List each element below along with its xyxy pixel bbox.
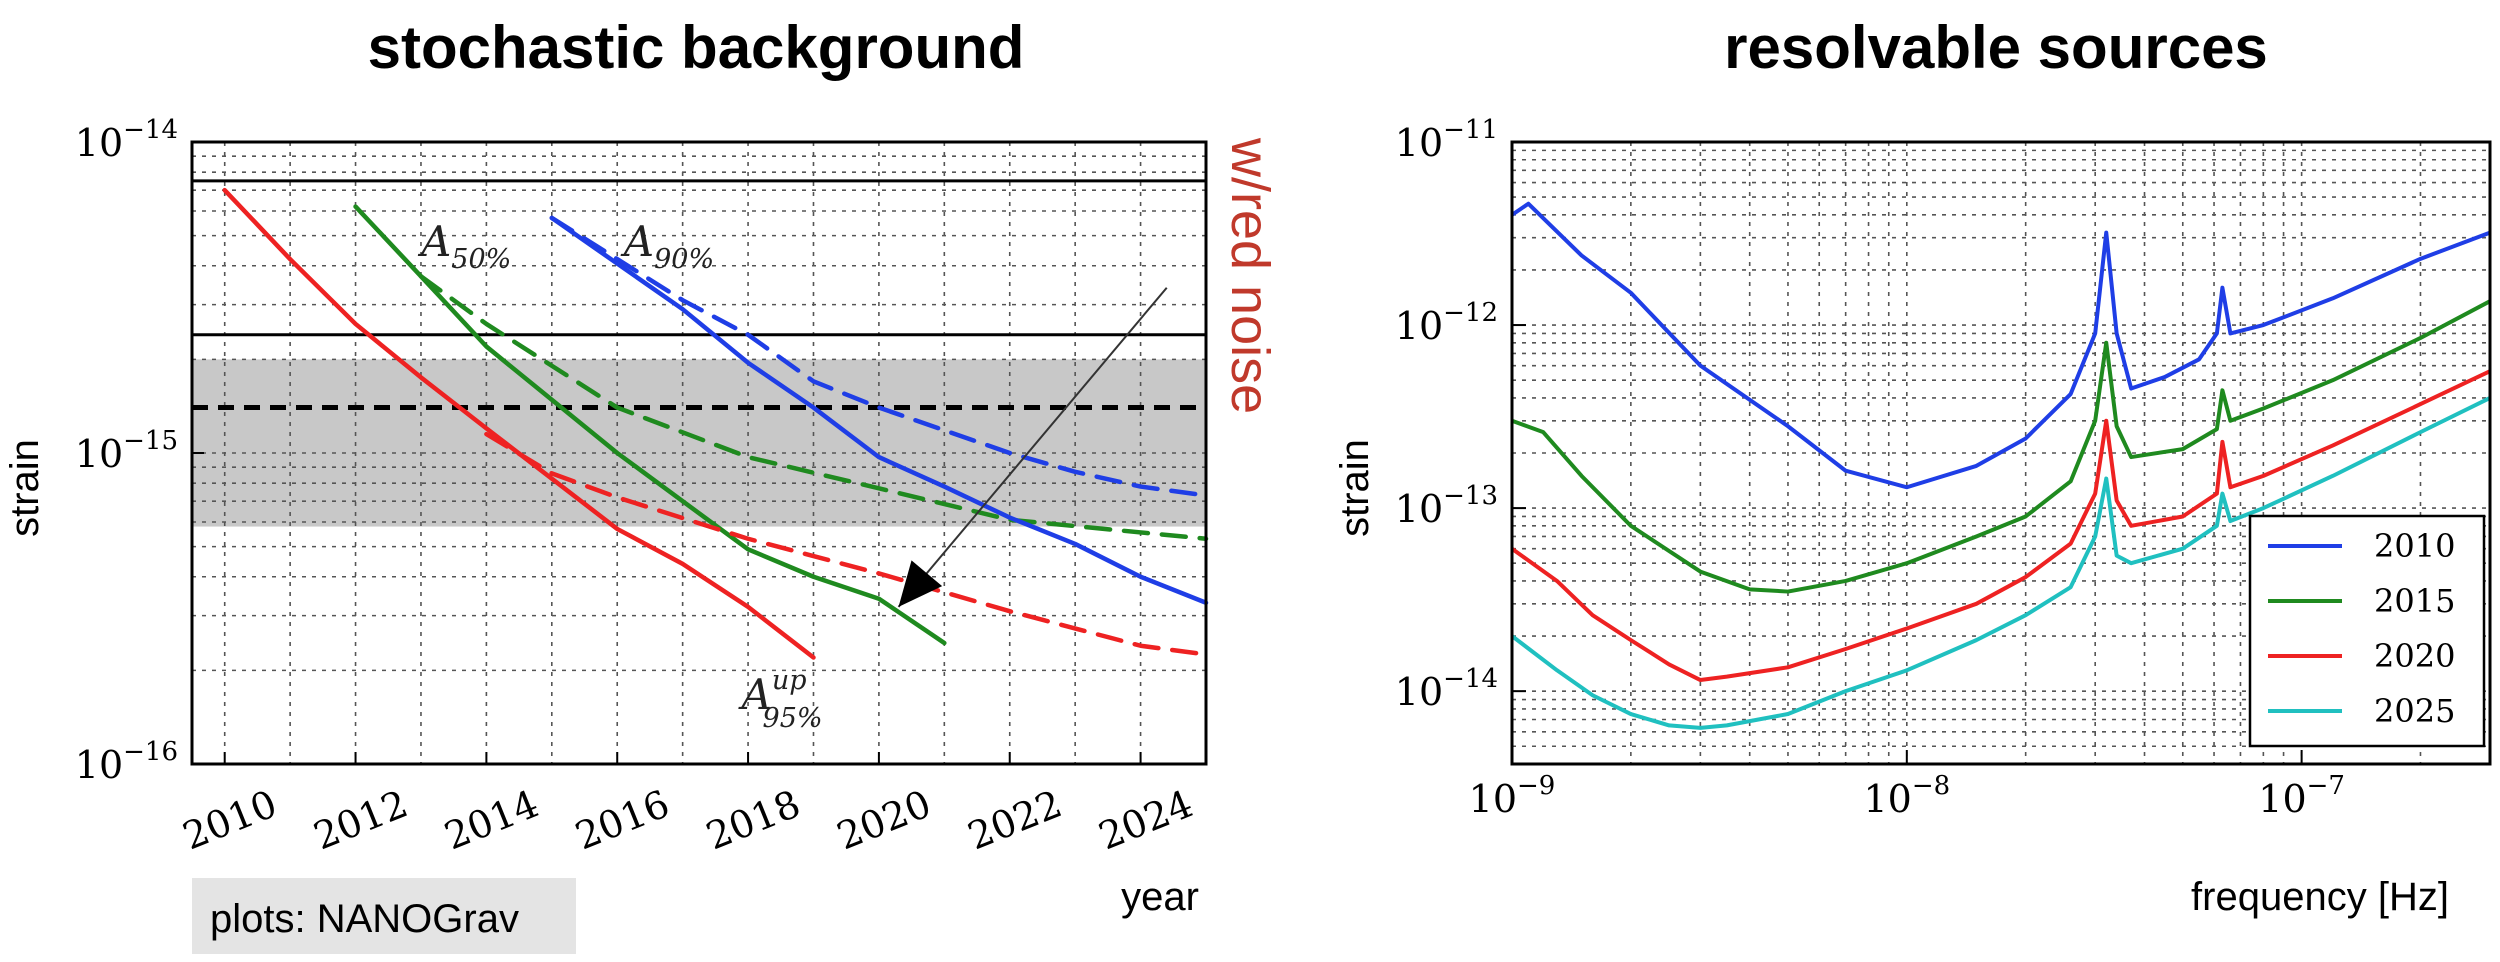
y-tick-label-exp: −14 bbox=[123, 115, 178, 145]
series-line-2010 bbox=[1510, 201, 2491, 490]
annotation-symbol: A bbox=[417, 217, 451, 266]
annotation-superscript: up bbox=[772, 665, 807, 696]
right-y-axis-label: strain bbox=[1333, 439, 1377, 537]
arrow-head bbox=[898, 560, 943, 607]
x-tick-label: 10−8 bbox=[1863, 771, 1950, 821]
y-tick-label: 10−12 bbox=[1395, 298, 1498, 348]
x-tick-label: 2010 bbox=[177, 781, 283, 858]
annotation-subscript: 90% bbox=[654, 244, 714, 275]
series-line-2 bbox=[549, 215, 1209, 605]
legend-box bbox=[2248, 514, 2486, 748]
legend-label: 2015 bbox=[2374, 582, 2455, 620]
x-tick-label: 2012 bbox=[308, 781, 414, 858]
right-plot-frame bbox=[1510, 140, 2492, 766]
right-chart-plot: 10−9 10−8 10−710−1110−1210−1310−1420102015… bbox=[1395, 115, 2492, 821]
y-tick-label-base: 10 bbox=[75, 743, 123, 787]
left-chart-plot: A50% A90%Aup 95%2010 2012 2014 2016 2018 2020 20… bbox=[75, 115, 1209, 858]
x-tick-label: 10−9 bbox=[1469, 771, 1556, 821]
series-line-4 bbox=[222, 187, 816, 660]
y-tick-label-exp: −11 bbox=[1443, 115, 1498, 145]
annotation-symbol: A bbox=[738, 670, 772, 719]
arrow-shaft bbox=[897, 287, 1168, 608]
series-annotation: A50% bbox=[417, 217, 511, 275]
series-annotation: Aup 95% bbox=[738, 665, 823, 734]
y-tick-label-exp: −16 bbox=[123, 737, 178, 767]
y-tick-label-base: 10 bbox=[75, 121, 123, 165]
y-tick-label: 10−14 bbox=[75, 115, 178, 165]
y-tick-label-base: 10 bbox=[75, 432, 123, 476]
x-tick-label-base: 10 bbox=[1469, 777, 1517, 821]
x-tick-label: 2014 bbox=[438, 781, 544, 858]
y-tick-label-exp: −14 bbox=[1443, 664, 1498, 694]
y-tick-label-exp: −12 bbox=[1443, 298, 1498, 328]
left-chart-title: stochastic background bbox=[368, 14, 1025, 81]
left-y-axis-label: strain bbox=[3, 439, 47, 537]
series-line-0 bbox=[353, 204, 947, 646]
y-tick-label: 10−14 bbox=[1395, 664, 1498, 714]
y-tick-label-base: 10 bbox=[1395, 304, 1443, 348]
series-line-3 bbox=[549, 215, 1209, 498]
credit-box bbox=[192, 878, 576, 954]
right-chart-title: resolvable sources bbox=[1724, 14, 2268, 81]
annotation-symbol: A bbox=[620, 217, 654, 266]
x-tick-label-exp: −9 bbox=[1517, 771, 1555, 801]
y-tick-label-exp: −15 bbox=[123, 426, 178, 456]
series-line-2025 bbox=[1510, 396, 2491, 730]
y-tick-label-base: 10 bbox=[1395, 670, 1443, 714]
x-tick-label: 2022 bbox=[962, 781, 1068, 858]
x-tick-label: 10−7 bbox=[2258, 771, 2345, 821]
y-tick-label: 10−16 bbox=[75, 737, 178, 787]
series-line-2020 bbox=[1510, 369, 2491, 683]
y-tick-label-base: 10 bbox=[1395, 121, 1443, 165]
x-tick-label-base: 10 bbox=[1863, 777, 1911, 821]
annotation-subscript: 95% bbox=[763, 703, 823, 734]
x-tick-label-base: 10 bbox=[2258, 777, 2306, 821]
x-tick-label: 2020 bbox=[831, 781, 937, 858]
x-tick-label: 2024 bbox=[1093, 781, 1199, 858]
left-x-axis-label: year bbox=[1121, 875, 1199, 919]
x-tick-label-exp: −7 bbox=[2307, 771, 2345, 801]
series-line-5 bbox=[484, 431, 1209, 657]
y-tick-label: 10−13 bbox=[1395, 481, 1498, 531]
legend-label: 2020 bbox=[2374, 637, 2455, 675]
x-tick-label: 2018 bbox=[700, 781, 806, 858]
credit-text: plots: NANOGrav bbox=[210, 897, 519, 941]
series-line-2015 bbox=[1511, 299, 2491, 594]
annotation-subscript: 50% bbox=[451, 244, 511, 275]
x-tick-label: 2016 bbox=[569, 781, 675, 858]
right-x-axis-label: frequency [Hz] bbox=[2191, 875, 2449, 919]
legend-label: 2025 bbox=[2374, 692, 2455, 730]
y-tick-label-exp: −13 bbox=[1443, 481, 1498, 511]
x-tick-label-exp: −8 bbox=[1912, 771, 1950, 801]
series-annotation: A90% bbox=[620, 217, 714, 275]
y-tick-label: 10−11 bbox=[1395, 115, 1498, 165]
legend-label: 2010 bbox=[2374, 527, 2455, 565]
y-tick-label: 10−15 bbox=[75, 426, 178, 476]
y-tick-label-base: 10 bbox=[1395, 487, 1443, 531]
red-noise-label: w/red noise bbox=[1220, 137, 1280, 414]
